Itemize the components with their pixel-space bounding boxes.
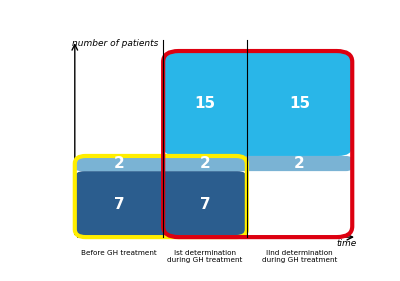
- FancyBboxPatch shape: [163, 51, 352, 156]
- Text: 7: 7: [114, 197, 124, 212]
- FancyBboxPatch shape: [75, 156, 352, 171]
- Text: 2: 2: [200, 156, 210, 171]
- Text: 2: 2: [114, 156, 124, 171]
- Text: time: time: [337, 239, 357, 248]
- FancyBboxPatch shape: [75, 171, 247, 237]
- Text: 15: 15: [289, 96, 310, 111]
- Text: 2: 2: [294, 156, 305, 171]
- Text: IInd determination
during GH treatment: IInd determination during GH treatment: [262, 250, 337, 263]
- Text: Before GH treatment: Before GH treatment: [81, 250, 157, 256]
- Text: 7: 7: [200, 197, 210, 212]
- Text: Ist determination
during GH treatment: Ist determination during GH treatment: [167, 250, 243, 263]
- Text: number of patients: number of patients: [72, 39, 158, 48]
- Text: 15: 15: [194, 96, 216, 111]
